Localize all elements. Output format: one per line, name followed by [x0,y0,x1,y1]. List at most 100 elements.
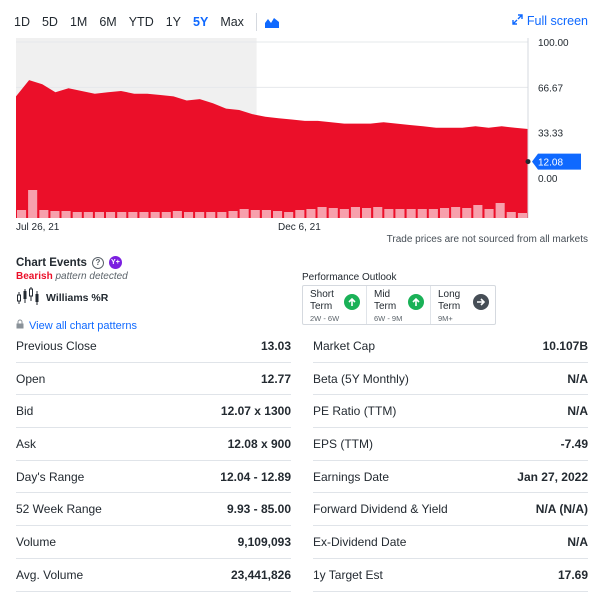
volume-bar [17,210,27,218]
range-tab-max[interactable]: Max [220,15,244,29]
stat-value: N/A (N/A) [535,502,588,517]
volume-bar [295,210,305,218]
volume-bar [106,212,116,218]
current-price-label: 12.08 [538,158,563,169]
range-tab-1d[interactable]: 1D [14,15,30,29]
stat-label: Earnings Date [313,469,390,484]
stat-value: Jan 27, 2022 [517,469,588,484]
range-tab-ytd[interactable]: YTD [128,15,154,29]
outlook-term-range: 2W - 6W [310,314,340,323]
outlook-term-range: 6W - 9M [374,314,403,323]
stat-label: Bid [16,404,34,419]
range-tab-5y[interactable]: 5Y [193,15,209,29]
volume-bar [83,212,93,218]
stat-row: EPS (TTM) -7.49 [313,428,588,461]
volume-bar [239,209,249,218]
stat-value: 12.04 - 12.89 [220,469,291,484]
stat-row: Forward Dividend & Yield N/A (N/A) [313,493,588,527]
current-price-dot [525,159,531,165]
toolbar-divider [255,13,257,31]
stat-label: Forward Dividend & Yield [313,502,448,517]
volume-bar [384,209,394,218]
stat-value: 17.69 [557,567,588,582]
stat-value: N/A [567,371,588,386]
volume-bar [117,212,127,218]
x-tick-label: Jul 26, 21 [16,222,60,233]
expand-icon [512,14,523,28]
outlook-term-line1: Short [310,289,334,300]
volume-bar [417,209,427,218]
volume-bar [362,208,372,218]
lock-icon [16,319,24,332]
volume-bar [139,212,149,218]
quote-stats-left: Previous Close 13.03 Open 12.77 Bid 12.07 x 1… [16,330,291,592]
stat-label: 52 Week Range [16,502,102,517]
stat-value: 23,441,826 [230,567,291,582]
outlook-mid-term[interactable]: Mid Term 6W - 9M [367,286,431,324]
outlook-term-line1: Long [438,289,461,300]
trade-note: Trade prices are not sourced from all ma… [386,234,588,245]
stat-value: N/A [567,534,588,549]
volume-bar [451,207,461,218]
stat-label: Ask [16,436,37,451]
stat-row: Volume 9,109,093 [16,526,291,559]
arrow-right-icon [473,294,489,310]
arrow-up-icon [344,294,360,310]
mountain-chart-icon[interactable] [263,13,281,31]
volume-bar [306,209,316,218]
volume-bar [506,212,516,218]
volume-bar [217,212,227,218]
volume-bar [406,209,416,218]
view-all-patterns-link[interactable]: View all chart patterns [16,319,286,332]
outlook-term-line2: Term [310,301,333,312]
stat-label: EPS (TTM) [313,436,373,451]
stat-label: Ex-Dividend Date [313,534,407,549]
volume-bar [440,208,450,218]
stat-label: Market Cap [313,338,376,353]
stat-value: 13.03 [260,338,291,353]
price-chart[interactable]: 100.00 66.67 33.33 0.00 12.08 Jul 26, 21 Dec 6… [0,36,600,236]
bearish-label: Bearish [16,271,53,282]
y-tick-label: 0.00 [538,174,558,185]
outlook-short-term[interactable]: Short Term 2W - 6W [303,286,367,324]
volume-bar [184,212,194,218]
range-tab-5d[interactable]: 5D [41,15,58,29]
y-tick-label: 100.00 [538,38,569,49]
help-icon[interactable]: ? [91,256,104,269]
volume-bar [484,209,494,218]
performance-outlook: Performance Outlook Short Term 2W - 6W M… [302,272,496,325]
stat-value: 9.93 - 85.00 [226,502,291,517]
volume-bar [128,212,138,218]
y-tick-label: 33.33 [538,129,563,140]
stat-row: 1y Target Est 17.69 [313,559,588,592]
fullscreen-button[interactable]: Full screen [512,14,588,28]
stat-row: Ask 12.08 x 900 [16,428,291,461]
stat-row: Bid 12.07 x 1300 [16,395,291,429]
volume-bar [39,210,49,218]
volume-bar [61,211,71,218]
range-tab-1y[interactable]: 1Y [165,15,182,29]
stat-row: Earnings Date Jan 27, 2022 [313,461,588,494]
outlook-term-range: 9M+ [438,314,453,323]
stat-row: 52 Week Range 9.93 - 85.00 [16,493,291,527]
x-tick-label: Dec 6, 21 [278,222,321,233]
range-tab-6m[interactable]: 6M [99,15,117,29]
stat-value: 12.77 [260,371,291,386]
williams-indicator[interactable]: Williams %R [16,286,286,309]
outlook-term-line2: Term [374,301,397,312]
stat-row: Beta (5Y Monthly) N/A [313,363,588,396]
stat-label: Volume [16,534,57,549]
stat-label: Beta (5Y Monthly) [313,371,409,386]
volume-bar [373,207,383,218]
range-tab-1m[interactable]: 1M [69,15,88,29]
stat-value: 12.08 x 900 [227,436,291,451]
volume-bar [150,212,160,218]
stat-row: PE Ratio (TTM) N/A [313,395,588,429]
outlook-long-term[interactable]: Long Term 9M+ [431,286,495,324]
volume-bar [495,203,505,218]
current-price-badge [532,153,581,170]
pattern-detected-text: pattern detected [52,271,128,282]
volume-bar [161,212,171,218]
stat-row: Market Cap 10.107B [313,330,588,363]
volume-bar [206,212,216,218]
